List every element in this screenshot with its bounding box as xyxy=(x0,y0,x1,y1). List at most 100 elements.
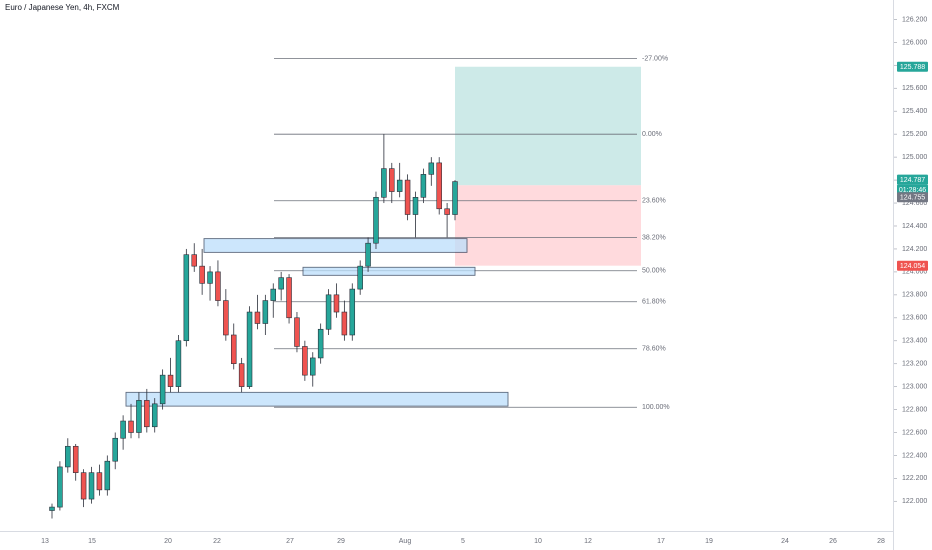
time-tick-label: 10 xyxy=(534,538,542,545)
time-tick-label: 26 xyxy=(829,538,837,545)
time-tick-label: 15 xyxy=(88,538,96,545)
stop-price-badge xyxy=(897,260,928,271)
candle-body xyxy=(444,208,450,215)
candle-body xyxy=(191,254,197,267)
candle-body xyxy=(325,294,332,330)
price-axis-divider xyxy=(893,0,894,550)
candle-body xyxy=(215,271,221,301)
price-tick-label: 125.200 xyxy=(902,131,927,138)
candle-body xyxy=(302,346,308,376)
candle-body xyxy=(428,162,435,175)
time-tick-label: 27 xyxy=(286,538,294,545)
candle-body xyxy=(436,162,442,210)
fib-level-label: 78.60% xyxy=(642,346,666,353)
candle-body xyxy=(96,472,103,491)
candle-body xyxy=(128,420,134,433)
time-tick-label: 13 xyxy=(41,538,49,545)
candle-body xyxy=(144,400,150,428)
candle-body xyxy=(278,277,284,290)
price-tick-label: 125.600 xyxy=(902,85,927,92)
time-tick-label: 29 xyxy=(337,538,345,545)
price-tick-label: 126.200 xyxy=(902,16,927,23)
candle-body xyxy=(381,168,387,198)
candle-body xyxy=(57,466,63,508)
candle-body xyxy=(404,179,411,215)
last-price-badge-text: 124.787 xyxy=(900,177,925,184)
demand-zone-lower[interactable] xyxy=(125,391,509,407)
time-tick-label: 28 xyxy=(877,538,885,545)
candle-body xyxy=(65,445,71,468)
time-tick-label: 22 xyxy=(213,538,221,545)
countdown-badge-text: 01:28:46 xyxy=(899,187,926,194)
candle-body xyxy=(72,445,79,473)
candle-body xyxy=(341,311,348,336)
take-profit-zone[interactable] xyxy=(455,66,641,186)
candle-body xyxy=(389,168,395,192)
fib-level-label: 61.80% xyxy=(642,299,666,306)
price-tick-label: 124.200 xyxy=(902,246,927,253)
symbol-title: Euro / Japanese Yen, 4h, FXCM xyxy=(5,3,120,12)
candle-body xyxy=(254,311,261,324)
candle-body xyxy=(333,294,340,313)
time-tick-label: 20 xyxy=(164,538,172,545)
candle-body xyxy=(159,374,166,405)
price-tick-label: 125.000 xyxy=(902,154,927,161)
fib-level-label: 38.20% xyxy=(642,234,666,241)
time-axis-divider xyxy=(0,531,893,532)
candle-body xyxy=(49,506,55,511)
stop-price-badge-text: 124.054 xyxy=(900,263,925,270)
price-tick-label: 124.600 xyxy=(902,200,927,207)
price-tick-label: 124.400 xyxy=(902,223,927,230)
fib-level-label: 50.00% xyxy=(642,268,666,275)
candle-body xyxy=(207,271,213,284)
candle-body xyxy=(270,288,277,301)
candle-body xyxy=(104,460,111,491)
candle-body xyxy=(294,317,300,347)
candle-body xyxy=(88,472,95,500)
price-tick-label: 123.800 xyxy=(902,292,927,299)
candle-body xyxy=(183,254,190,342)
candle-body xyxy=(365,242,371,267)
supply-zone-mid[interactable] xyxy=(302,266,476,276)
candle-body xyxy=(223,300,229,336)
candle-body xyxy=(286,277,292,319)
candle-body xyxy=(357,265,363,290)
price-tick-label: 125.400 xyxy=(902,108,927,115)
price-tick-label: 123.200 xyxy=(902,361,927,368)
time-tick-label: 19 xyxy=(705,538,713,545)
candle-body xyxy=(151,403,158,428)
time-tick-label: 17 xyxy=(657,538,665,545)
candle-body xyxy=(317,328,324,359)
countdown-badge xyxy=(897,184,928,195)
candle-body xyxy=(80,472,87,500)
price-tick-label: 123.400 xyxy=(902,338,927,345)
supply-zone-upper[interactable] xyxy=(203,238,468,253)
fib-level-label: 0.00% xyxy=(642,131,662,138)
price-tick-label: 122.600 xyxy=(902,429,927,436)
price-tick-label: 122.200 xyxy=(902,475,927,482)
entry-price-badge xyxy=(897,192,928,203)
stop-loss-zone[interactable] xyxy=(455,185,641,266)
candle-body xyxy=(238,363,245,387)
price-tick-label: 123.600 xyxy=(902,315,927,322)
time-tick-label: 24 xyxy=(781,538,789,545)
candle-body xyxy=(246,311,253,387)
candle-body xyxy=(396,179,403,192)
candle-body xyxy=(112,437,118,462)
fib-level-label: -27.00% xyxy=(642,55,668,62)
fib-level-label: 100.00% xyxy=(642,404,670,411)
fib-level-label: 23.60% xyxy=(642,198,666,205)
price-tick-label: 126.000 xyxy=(902,39,927,46)
candle-body xyxy=(175,340,182,387)
candle-body xyxy=(199,265,205,284)
time-tick-label: Aug xyxy=(399,538,412,545)
price-tick-label: 122.400 xyxy=(902,452,927,459)
time-tick-label: 12 xyxy=(584,538,592,545)
time-tick-label: 5 xyxy=(461,538,465,545)
candle-body xyxy=(373,197,379,244)
target-price-badge-text: 125.788 xyxy=(900,64,925,71)
candle-body xyxy=(310,357,316,376)
price-tick-label: 124.000 xyxy=(902,269,927,276)
